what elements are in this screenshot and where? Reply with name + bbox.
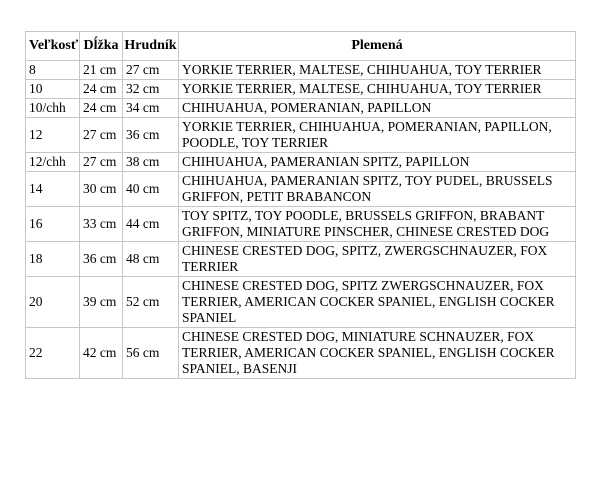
cell-size: 12/chh [25,152,80,172]
cell-size: 22 [25,327,80,379]
cell-size: 8 [25,60,80,80]
cell-length: 24 cm [79,98,123,118]
cell-length: 21 cm [79,60,123,80]
header-length: Dĺžka [79,31,123,61]
cell-chest: 32 cm [122,79,179,99]
table-row: 8 21 cm 27 cm YORKIE TERRIER, MALTESE, CHIH… [25,60,576,80]
table-row: 10 24 cm 32 cm YORKIE TERRIER, MALTESE, CHI… [25,79,576,99]
cell-chest: 27 cm [122,60,179,80]
cell-chest: 44 cm [122,206,179,242]
table-row: 16 33 cm 44 cm TOY SPITZ, TOY POODLE, BRUSS… [25,206,576,242]
table-row: 12 27 cm 36 cm YORKIE TERRIER, CHIHUAHUA, P… [25,117,576,153]
cell-breeds: CHIHUAHUA, PAMERANIAN SPITZ, TOY PUDEL, … [178,171,576,207]
cell-length: 33 cm [79,206,123,242]
cell-length: 27 cm [79,117,123,153]
table-row: 12/chh 27 cm 38 cm CHIHUAHUA, PAMERANIAN SP… [25,152,576,172]
cell-breeds: CHINESE CRESTED DOG, MINIATURE SCHNAUZER… [178,327,576,379]
cell-size: 16 [25,206,80,242]
table-row: 22 42 cm 56 cm CHINESE CRESTED DOG, MINIATU… [25,327,576,379]
cell-breeds: YORKIE TERRIER, CHIHUAHUA, POMERANIAN, P… [178,117,576,153]
cell-chest: 36 cm [122,117,179,153]
cell-breeds: CHIHUAHUA, PAMERANIAN SPITZ, PAPILLON [178,152,576,172]
cell-size: 20 [25,276,80,328]
cell-chest: 34 cm [122,98,179,118]
cell-size: 12 [25,117,80,153]
header-row: Veľkosť Dĺžka Hrudník Plemená [25,31,576,61]
cell-length: 39 cm [79,276,123,328]
table-row: 14 30 cm 40 cm CHIHUAHUA, PAMERANIAN SPITZ,… [25,171,576,207]
cell-chest: 52 cm [122,276,179,328]
cell-length: 24 cm [79,79,123,99]
table-body: 8 21 cm 27 cm YORKIE TERRIER, MALTESE, CHIH… [25,60,576,379]
cell-length: 27 cm [79,152,123,172]
cell-chest: 56 cm [122,327,179,379]
cell-length: 42 cm [79,327,123,379]
header-chest: Hrudník [122,31,179,61]
cell-breeds: TOY SPITZ, TOY POODLE, BRUSSELS GRIFFON,… [178,206,576,242]
table-row: 10/chh 24 cm 34 cm CHIHUAHUA, POMERANIAN, P… [25,98,576,118]
cell-size: 14 [25,171,80,207]
cell-breeds: YORKIE TERRIER, MALTESE, CHIHUAHUA, TOY … [178,79,576,99]
cell-length: 36 cm [79,241,123,277]
header-size: Veľkosť [25,31,80,61]
dog-size-chart-table: Veľkosť Dĺžka Hrudník Plemená 8 21 cm 27 c… [25,31,576,379]
cell-size: 18 [25,241,80,277]
cell-chest: 38 cm [122,152,179,172]
cell-breeds: CHINESE CRESTED DOG, SPITZ, ZWERGSCHNAUZ… [178,241,576,277]
cell-length: 30 cm [79,171,123,207]
header-breeds: Plemená [178,31,576,61]
cell-breeds: CHINESE CRESTED DOG, SPITZ ZWERGSCHNAUZE… [178,276,576,328]
cell-size: 10/chh [25,98,80,118]
cell-chest: 48 cm [122,241,179,277]
table-row: 20 39 cm 52 cm CHINESE CRESTED DOG, SPITZ Z… [25,276,576,328]
cell-breeds: YORKIE TERRIER, MALTESE, CHIHUAHUA, TOY … [178,60,576,80]
cell-breeds: CHIHUAHUA, POMERANIAN, PAPILLON [178,98,576,118]
cell-size: 10 [25,79,80,99]
table-row: 18 36 cm 48 cm CHINESE CRESTED DOG, SPITZ, … [25,241,576,277]
cell-chest: 40 cm [122,171,179,207]
